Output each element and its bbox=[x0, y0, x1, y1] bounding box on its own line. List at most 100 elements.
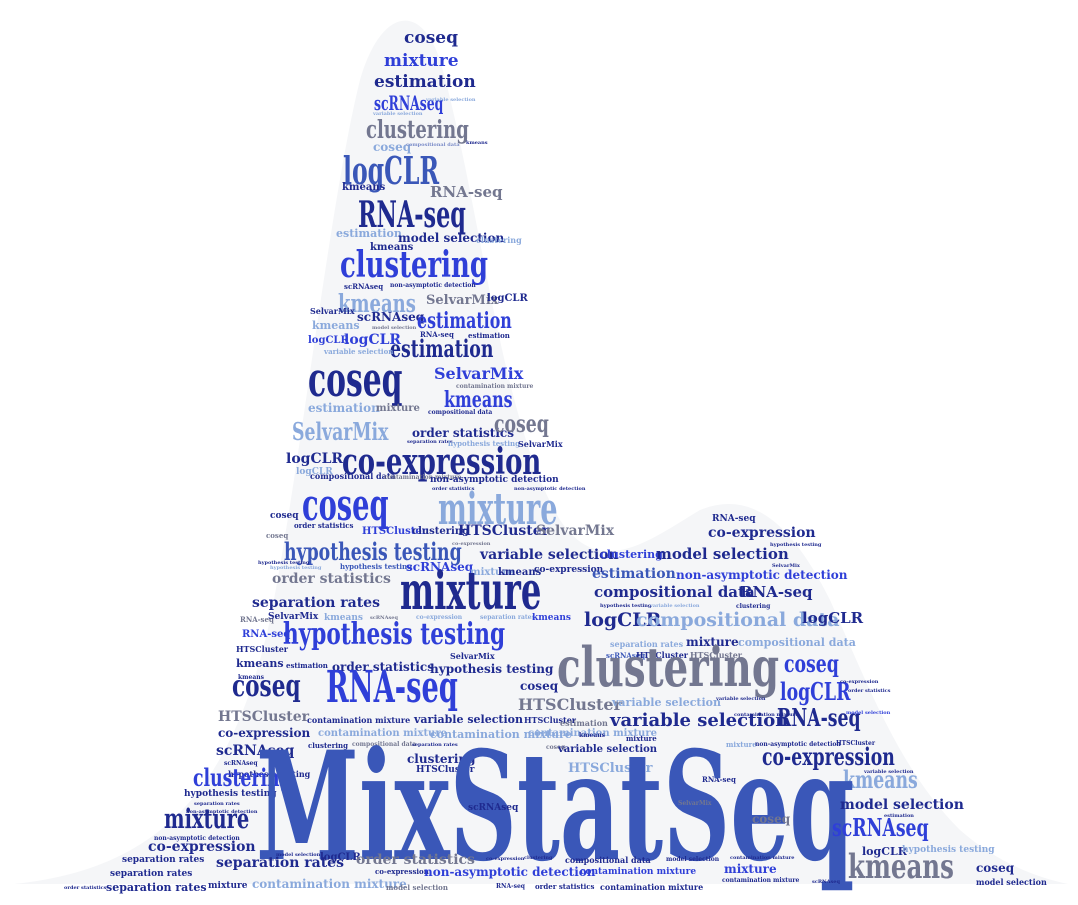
word-compositional-data: compositional data bbox=[594, 583, 755, 601]
word-order-statistics: order statistics bbox=[332, 660, 434, 674]
word-rnaseq: RNA-seq bbox=[496, 883, 526, 890]
word-scrnaseq: scRNAseq bbox=[357, 310, 425, 324]
word-separation-rates: separation rates bbox=[412, 742, 458, 748]
word-clustering: clustering bbox=[524, 855, 553, 861]
word-non-asymptotic-detection: non-asymptotic detection bbox=[390, 282, 476, 289]
word-variable-selection: variable selection bbox=[610, 710, 789, 731]
word-coseq: coseq bbox=[976, 861, 1015, 875]
word-order-statistics: order statistics bbox=[356, 852, 475, 868]
word-scrnaseq: scRNAseq bbox=[406, 560, 474, 574]
word-coseq: coseq bbox=[784, 649, 839, 678]
word-compositional-data: compositional data bbox=[428, 409, 493, 416]
word-logclr: logCLR bbox=[802, 609, 864, 627]
word-compositional-data: compositional data bbox=[406, 142, 460, 148]
word-co-expression: co-expression bbox=[708, 525, 816, 541]
word-co-expression: co-expression bbox=[218, 726, 311, 740]
word-clustering: clustering bbox=[308, 741, 348, 750]
word-selvarmix: SelvarMix bbox=[450, 651, 495, 661]
word-kmeans: kmeans bbox=[579, 732, 605, 739]
word-clustering: clustering bbox=[476, 235, 522, 245]
word-hypothesis-testing: hypothesis testing bbox=[228, 769, 311, 779]
word-clustering: clustering bbox=[557, 635, 780, 699]
word-rnaseq: RNA-seq bbox=[702, 775, 736, 784]
word-hypothesis-testing: hypothesis testing bbox=[283, 617, 506, 652]
word-kmeans: kmeans bbox=[370, 242, 414, 253]
word-hypothesis-testing: hypothesis testing bbox=[270, 565, 322, 571]
word-co-expression: co-expression bbox=[762, 742, 895, 771]
word-logclr: logCLR bbox=[584, 609, 662, 631]
word-selvarmix: SelvarMix bbox=[518, 439, 563, 449]
word-scrnaseq: scRNAseq bbox=[224, 760, 258, 767]
word-htscluster: HTSCluster bbox=[458, 523, 550, 539]
word-order-statistics: order statistics bbox=[272, 571, 391, 587]
word-hypothesis-testing: hypothesis testing bbox=[902, 845, 995, 855]
word-variable-selection: variable selection bbox=[558, 744, 658, 755]
word-mixture: mixture bbox=[726, 740, 757, 749]
word-htscluster: HTSCluster bbox=[524, 715, 577, 725]
word-kmeans: kmeans bbox=[498, 567, 542, 578]
word-kmeans: kmeans bbox=[338, 289, 416, 318]
word-coseq: coseq bbox=[752, 812, 791, 826]
word-separation-rates: separation rates bbox=[194, 801, 240, 807]
word-mixture: mixture bbox=[724, 862, 777, 876]
word-kmeans: kmeans bbox=[238, 674, 264, 681]
word-logclr: logCLR bbox=[343, 148, 440, 193]
word-kmeans: kmeans bbox=[466, 140, 488, 146]
word-scrnaseq: scRNAseq bbox=[606, 651, 646, 660]
word-hypothesis-testing: hypothesis testing bbox=[284, 537, 462, 566]
word-non-asymptotic-detection: non-asymptotic detection bbox=[755, 741, 841, 748]
word-hypothesis-testing: hypothesis testing bbox=[770, 542, 822, 548]
word-variable-selection: variable selection bbox=[414, 713, 523, 726]
word-contamination-mixture: contamination mixture bbox=[528, 728, 657, 739]
word-order-statistics: order statistics bbox=[412, 426, 514, 440]
word-clustering: clustering bbox=[412, 526, 470, 537]
word-separation-rates: separation rates bbox=[480, 614, 535, 621]
word-non-asymptotic-detection: non-asymptotic detection bbox=[430, 475, 559, 485]
word-co-expression: co-expression bbox=[534, 565, 604, 575]
word-co-expression: co-expression bbox=[148, 839, 256, 855]
word-htscluster: HTSCluster bbox=[836, 740, 876, 747]
word-variable-selection: variable selection bbox=[480, 547, 619, 563]
word-model-selection: model selection bbox=[840, 797, 964, 813]
word-variable-selection: variable selection bbox=[612, 696, 721, 709]
word-rnaseq: RNA-seq bbox=[740, 583, 813, 601]
word-kmeans: kmeans bbox=[324, 613, 363, 623]
word-variable-selection: variable selection bbox=[716, 696, 766, 702]
word-contamination-mixture: contamination mixture bbox=[430, 728, 572, 741]
word-co-expression: co-expression bbox=[840, 679, 879, 685]
word-variable-selection: variable selection bbox=[324, 347, 394, 356]
word-hypothesis-testing: hypothesis testing bbox=[184, 789, 277, 799]
word-non-asymptotic-detection: non-asymptotic detection bbox=[154, 835, 240, 842]
word-compositional-data: compositional data bbox=[738, 636, 856, 649]
word-kmeans: kmeans bbox=[843, 765, 918, 794]
word-mixture: mixture bbox=[384, 51, 459, 71]
word-rnaseq: RNA-seq bbox=[712, 514, 756, 524]
word-selvarmix: SelvarMix bbox=[268, 612, 319, 622]
word-htscluster: HTSCluster bbox=[218, 709, 310, 725]
word-order-statistics: order statistics bbox=[432, 486, 475, 492]
word-non-asymptotic-detection: non-asymptotic detection bbox=[514, 486, 586, 492]
word-rnaseq: RNA-seq bbox=[358, 194, 466, 236]
word-separation-rates: separation rates bbox=[106, 881, 207, 894]
word-mixture: mixture bbox=[400, 561, 542, 622]
word-scrnaseq: scRNAseq bbox=[216, 743, 295, 759]
word-separation-rates: separation rates bbox=[216, 855, 344, 871]
word-estimation: estimation bbox=[390, 334, 494, 363]
word-variable-selection: variable selection bbox=[864, 769, 914, 775]
word-separation-rates: separation rates bbox=[610, 639, 684, 649]
word-model-selection: model selection bbox=[656, 545, 789, 563]
word-rnaseq: RNA-seq bbox=[240, 615, 274, 624]
word-clustering: clustering bbox=[407, 752, 476, 766]
word-logclr: logCLR bbox=[344, 332, 402, 348]
word-logclr: logCLR bbox=[862, 845, 907, 858]
word-scrnaseq: scRNAseq bbox=[374, 91, 444, 115]
word-clustering: clustering bbox=[193, 763, 292, 792]
word-co-expression: co-expression bbox=[342, 441, 542, 483]
word-model-selection: model selection bbox=[846, 710, 891, 716]
word-clustering: clustering bbox=[736, 603, 771, 610]
word-estimation: estimation bbox=[374, 72, 476, 92]
word-mixture: mixture bbox=[470, 567, 514, 578]
word-htscluster: HTSCluster bbox=[416, 765, 475, 775]
